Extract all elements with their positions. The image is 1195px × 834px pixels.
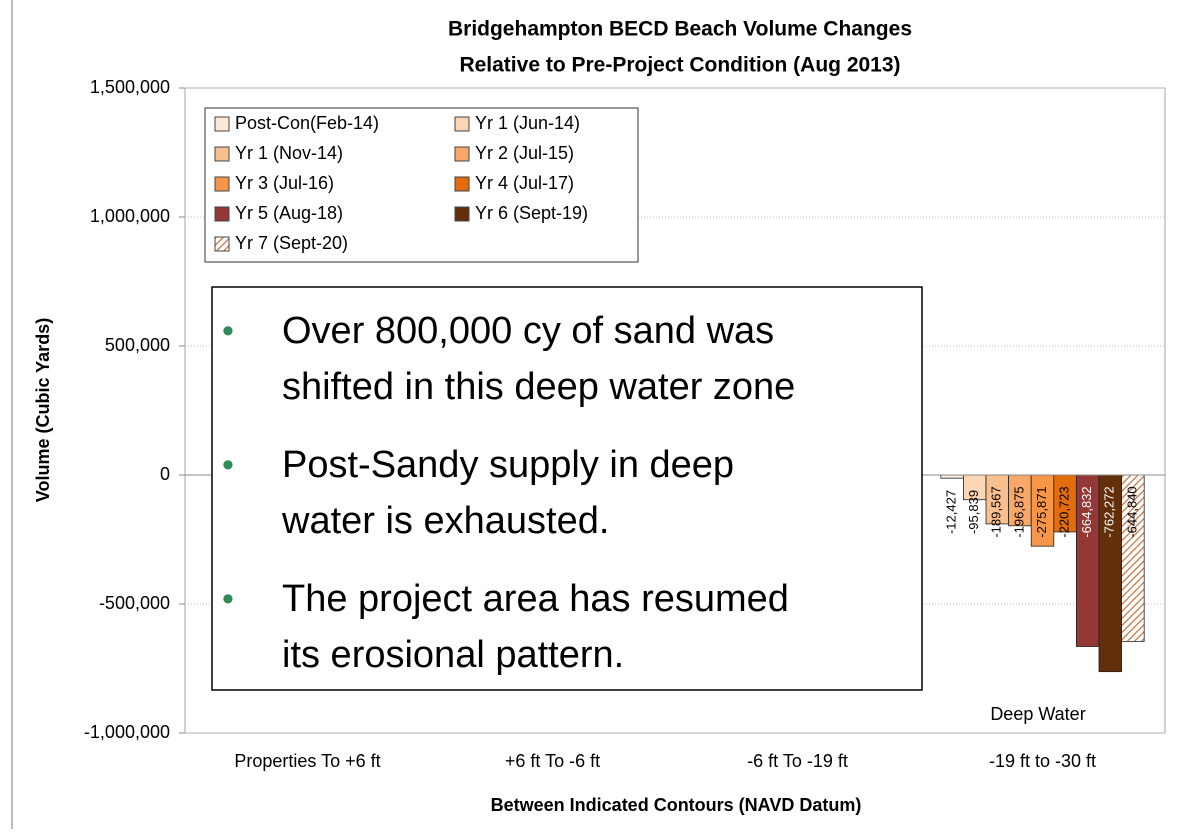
bullet: • bbox=[222, 580, 234, 618]
x-tick-label: -6 ft To -19 ft bbox=[747, 751, 848, 771]
callout-box bbox=[211, 286, 923, 691]
y-axis-title: Volume (Cubic Yards) bbox=[33, 318, 53, 502]
y-tick-label: -1,000,000 bbox=[84, 722, 170, 742]
callout-text: The project area has resumed bbox=[282, 578, 789, 620]
y-tick-label: 0 bbox=[160, 464, 170, 484]
data-label: -220,723 bbox=[1057, 486, 1072, 537]
callout-text: Over 800,000 cy of sand was bbox=[282, 310, 774, 352]
annotation: Deep Water bbox=[990, 704, 1085, 724]
legend-label: Yr 1 (Nov-14) bbox=[235, 143, 343, 163]
legend-label: Yr 2 (Jul-15) bbox=[475, 143, 574, 163]
data-label: -95,839 bbox=[966, 490, 981, 534]
legend-swatch bbox=[454, 146, 470, 162]
bullet: • bbox=[222, 312, 234, 350]
data-label: -644,840 bbox=[1124, 486, 1139, 537]
callout-text: Post-Sandy supply in deep bbox=[282, 444, 734, 486]
callout-text: water is exhausted. bbox=[281, 500, 609, 542]
legend-label: Yr 1 (Jun-14) bbox=[475, 113, 580, 133]
data-label: -664,832 bbox=[1079, 486, 1094, 537]
chart-title: Relative to Pre-Project Condition (Aug 2… bbox=[459, 54, 900, 77]
data-label: -762,272 bbox=[1102, 486, 1117, 537]
legend-label: Yr 5 (Aug-18) bbox=[235, 203, 343, 223]
legend-swatch bbox=[214, 176, 230, 192]
legend-label: Yr 3 (Jul-16) bbox=[235, 173, 334, 193]
x-axis-title: Between Indicated Contours (NAVD Datum) bbox=[491, 795, 862, 815]
legend-swatch bbox=[454, 116, 470, 132]
legend-box bbox=[204, 107, 639, 263]
y-tick-label: -500,000 bbox=[99, 593, 170, 613]
legend-swatch bbox=[214, 206, 230, 222]
data-label: -275,871 bbox=[1034, 486, 1049, 537]
legend-label: Yr 7 (Sept-20) bbox=[235, 233, 348, 253]
x-tick-label: -19 ft to -30 ft bbox=[989, 751, 1096, 771]
legend-swatch bbox=[214, 116, 230, 132]
legend-swatch bbox=[454, 176, 470, 192]
x-tick-label: Properties To +6 ft bbox=[234, 751, 380, 771]
legend-swatch bbox=[214, 236, 230, 252]
data-label: -196,875 bbox=[1011, 486, 1026, 537]
legend-label: Yr 4 (Jul-17) bbox=[475, 173, 574, 193]
legend-swatch bbox=[214, 146, 230, 162]
chart-title: Bridgehampton BECD Beach Volume Changes bbox=[448, 18, 912, 41]
y-tick-label: 500,000 bbox=[105, 335, 170, 355]
y-tick-label: 1,000,000 bbox=[90, 206, 170, 226]
x-tick-label: +6 ft To -6 ft bbox=[505, 751, 600, 771]
callout-text: shifted in this deep water zone bbox=[282, 366, 795, 408]
data-label: -12,427 bbox=[944, 490, 959, 534]
data-label: -189,567 bbox=[989, 486, 1004, 537]
legend-label: Post-Con(Feb-14) bbox=[235, 113, 379, 133]
y-tick-label: 1,500,000 bbox=[90, 77, 170, 97]
legend-label: Yr 6 (Sept-19) bbox=[475, 203, 588, 223]
bullet: • bbox=[222, 446, 234, 484]
legend-swatch bbox=[454, 206, 470, 222]
callout-text: its erosional pattern. bbox=[282, 634, 624, 676]
